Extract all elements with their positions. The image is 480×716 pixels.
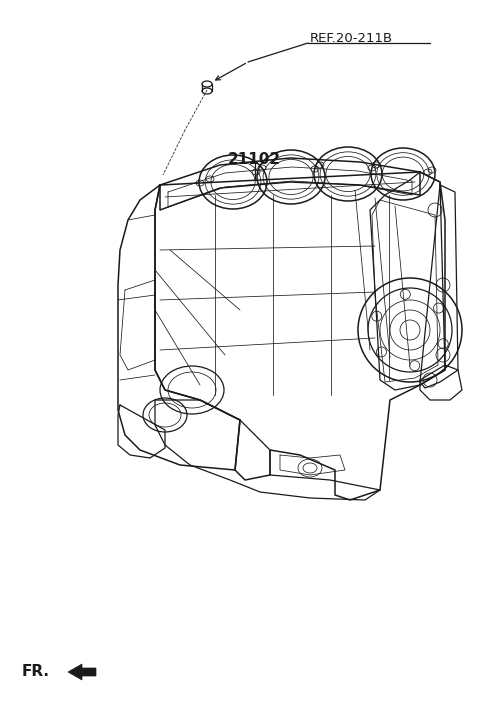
Text: 21102: 21102 [228,152,281,167]
Text: REF.20-211B: REF.20-211B [310,32,393,45]
Text: FR.: FR. [22,664,50,679]
Polygon shape [68,664,96,680]
